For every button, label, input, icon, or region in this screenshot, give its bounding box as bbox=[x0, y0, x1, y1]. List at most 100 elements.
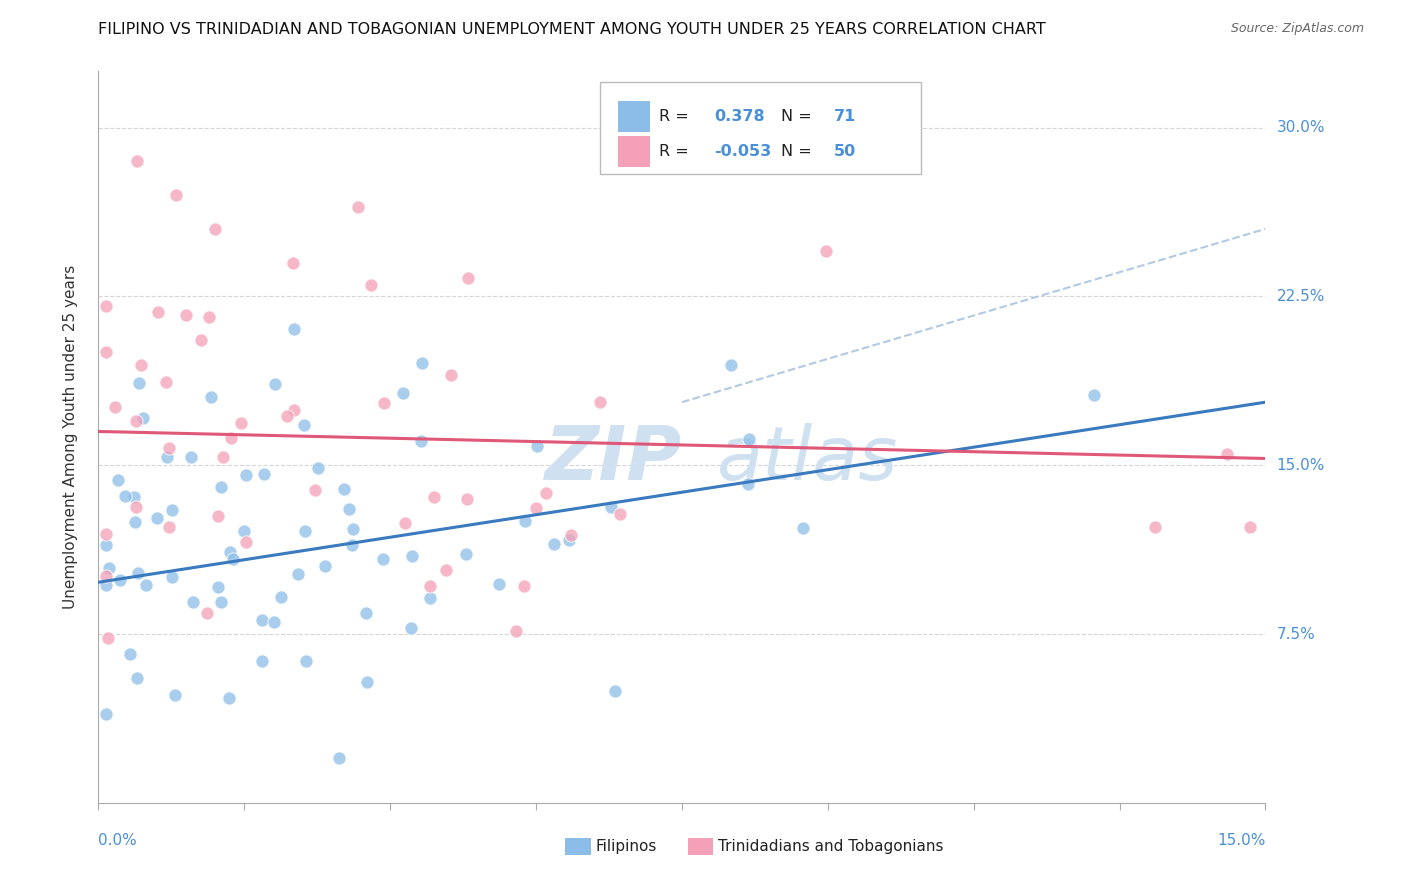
Point bbox=[128, 376, 150, 391]
Point bbox=[198, 310, 221, 324]
Point bbox=[560, 528, 582, 542]
Point bbox=[207, 509, 229, 524]
Point bbox=[263, 615, 285, 630]
Point bbox=[283, 321, 305, 335]
Point bbox=[536, 486, 558, 500]
Point bbox=[295, 654, 318, 668]
Point bbox=[328, 751, 350, 765]
Point bbox=[411, 356, 433, 370]
Point bbox=[218, 690, 240, 705]
Point bbox=[235, 468, 257, 483]
Point bbox=[232, 524, 254, 538]
Point bbox=[97, 561, 120, 575]
Text: Source: ZipAtlas.com: Source: ZipAtlas.com bbox=[1230, 22, 1364, 36]
Point bbox=[434, 563, 457, 577]
Text: R =: R = bbox=[658, 109, 693, 124]
Point bbox=[526, 501, 548, 516]
Point bbox=[250, 613, 273, 627]
Point bbox=[180, 450, 202, 464]
Point bbox=[222, 552, 245, 566]
Point bbox=[1239, 520, 1261, 534]
Point bbox=[347, 200, 370, 214]
Point bbox=[96, 299, 118, 313]
Point bbox=[1215, 447, 1237, 461]
Point bbox=[132, 411, 155, 425]
Point bbox=[488, 577, 510, 591]
Point bbox=[125, 672, 148, 686]
Point bbox=[401, 549, 423, 563]
Point bbox=[212, 450, 235, 464]
Point bbox=[337, 502, 360, 516]
Point bbox=[160, 503, 183, 517]
Text: 71: 71 bbox=[834, 109, 856, 124]
Text: 0.378: 0.378 bbox=[714, 109, 765, 124]
Text: FILIPINO VS TRINIDADIAN AND TOBAGONIAN UNEMPLOYMENT AMONG YOUTH UNDER 25 YEARS C: FILIPINO VS TRINIDADIAN AND TOBAGONIAN U… bbox=[98, 22, 1046, 37]
FancyBboxPatch shape bbox=[688, 838, 713, 855]
Point bbox=[456, 491, 478, 506]
Text: 15.0%: 15.0% bbox=[1277, 458, 1324, 473]
Text: 30.0%: 30.0% bbox=[1277, 120, 1324, 135]
Point bbox=[737, 432, 759, 446]
Point bbox=[195, 606, 218, 620]
Text: N =: N = bbox=[782, 109, 817, 124]
Text: 7.5%: 7.5% bbox=[1277, 626, 1315, 641]
Point bbox=[276, 409, 298, 424]
Point bbox=[145, 511, 167, 525]
Point bbox=[1144, 520, 1167, 534]
Point bbox=[176, 308, 198, 322]
Point bbox=[107, 473, 129, 487]
Point bbox=[104, 400, 127, 414]
Point bbox=[155, 375, 177, 389]
Point bbox=[513, 579, 536, 593]
Text: Trinidadians and Tobagonians: Trinidadians and Tobagonians bbox=[718, 839, 943, 855]
Point bbox=[124, 515, 146, 529]
Point bbox=[314, 559, 336, 574]
Point bbox=[229, 417, 252, 431]
Point bbox=[1083, 388, 1105, 402]
Point bbox=[219, 545, 242, 559]
Point bbox=[204, 222, 226, 236]
Point bbox=[589, 394, 612, 409]
Point bbox=[127, 566, 149, 581]
Point bbox=[287, 566, 309, 581]
Point bbox=[146, 305, 169, 319]
Text: 15.0%: 15.0% bbox=[1218, 833, 1265, 848]
Point bbox=[110, 573, 132, 587]
Point bbox=[250, 654, 273, 668]
Point bbox=[235, 535, 257, 549]
Point bbox=[599, 500, 621, 514]
Point bbox=[440, 368, 463, 383]
Point bbox=[609, 507, 631, 521]
Point bbox=[96, 578, 118, 592]
Point bbox=[737, 477, 759, 491]
Point bbox=[156, 450, 179, 465]
Point bbox=[391, 386, 413, 401]
FancyBboxPatch shape bbox=[600, 82, 921, 174]
Text: N =: N = bbox=[782, 145, 817, 160]
Point bbox=[294, 524, 316, 539]
Point bbox=[207, 580, 229, 594]
Point bbox=[543, 536, 565, 550]
Point bbox=[505, 624, 527, 639]
Point bbox=[356, 606, 378, 620]
Point bbox=[97, 631, 120, 645]
Point bbox=[360, 278, 382, 293]
Point bbox=[399, 621, 422, 635]
Point bbox=[270, 590, 292, 604]
Point bbox=[373, 396, 395, 410]
Point bbox=[815, 244, 838, 259]
Point bbox=[96, 344, 118, 359]
Point bbox=[114, 489, 136, 503]
Text: ZIP: ZIP bbox=[544, 423, 682, 496]
Point bbox=[122, 490, 145, 504]
Point bbox=[342, 522, 364, 536]
Point bbox=[129, 358, 152, 372]
Text: R =: R = bbox=[658, 145, 693, 160]
Point bbox=[419, 591, 441, 606]
Point bbox=[162, 569, 184, 583]
Point bbox=[190, 333, 212, 347]
Point bbox=[125, 500, 148, 514]
Point bbox=[96, 538, 118, 552]
Point bbox=[720, 358, 742, 372]
Point bbox=[181, 595, 204, 609]
